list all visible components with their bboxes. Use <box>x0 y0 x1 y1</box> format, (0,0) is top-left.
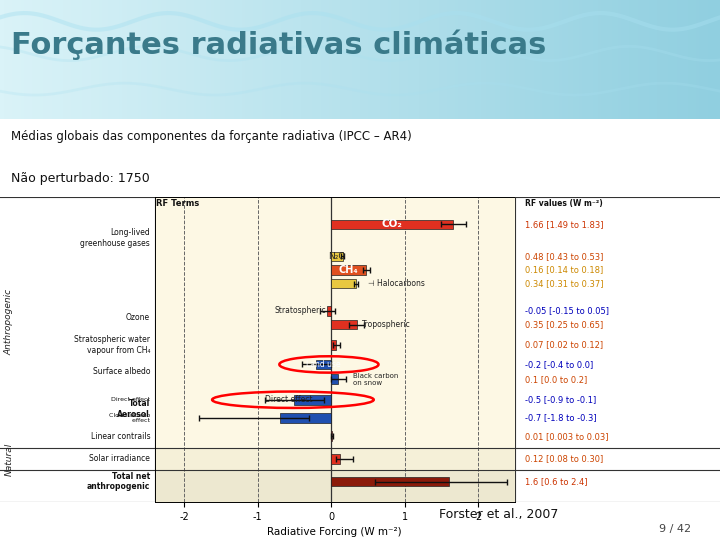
Bar <box>331 252 343 261</box>
Text: 0.1 [0.0 to 0.2]: 0.1 [0.0 to 0.2] <box>525 375 588 384</box>
Text: Total
Aerosol: Total Aerosol <box>117 399 150 418</box>
Text: Forçantes radiativas climáticas: Forçantes radiativas climáticas <box>11 30 546 60</box>
Text: Black carbon
on snow: Black carbon on snow <box>354 373 399 386</box>
Text: N₂O: N₂O <box>328 252 346 261</box>
Text: 0.07 [0.02 to 0.12]: 0.07 [0.02 to 0.12] <box>525 341 603 349</box>
Text: ⊣ Halocarbons: ⊣ Halocarbons <box>368 279 425 288</box>
Text: Stratospheric: Stratospheric <box>274 306 326 315</box>
Bar <box>331 320 357 329</box>
Text: 0.12 [0.08 to 0.30]: 0.12 [0.08 to 0.30] <box>525 455 603 463</box>
Text: 0.35 [0.25 to 0.65]: 0.35 [0.25 to 0.65] <box>525 320 603 329</box>
Text: Surface albedo: Surface albedo <box>93 367 150 376</box>
Text: 0.16 [0.14 to 0.18]: 0.16 [0.14 to 0.18] <box>525 266 603 274</box>
Text: Tropospheric: Tropospheric <box>362 320 410 329</box>
Text: Ozone: Ozone <box>126 313 150 322</box>
Text: RF Terms: RF Terms <box>156 199 199 208</box>
Text: Linear contrails: Linear contrails <box>91 431 150 441</box>
Bar <box>331 279 356 288</box>
Text: Land use: Land use <box>307 360 341 369</box>
Bar <box>279 413 331 423</box>
Text: 1.66 [1.49 to 1.83]: 1.66 [1.49 to 1.83] <box>525 220 603 229</box>
Text: 0.48 [0.43 to 0.53]: 0.48 [0.43 to 0.53] <box>525 252 603 261</box>
Bar <box>155 197 515 448</box>
Text: RF values (W m⁻²): RF values (W m⁻²) <box>525 199 603 208</box>
Text: Long-lived
greenhouse gases: Long-lived greenhouse gases <box>81 228 150 248</box>
X-axis label: Radiative Forcing (W m⁻²): Radiative Forcing (W m⁻²) <box>268 528 402 537</box>
Text: Anthropogenic: Anthropogenic <box>5 289 14 355</box>
Bar <box>331 340 336 350</box>
Bar <box>331 454 340 464</box>
Bar <box>294 395 331 404</box>
Text: Natural: Natural <box>5 442 14 476</box>
Text: Total net
anthropogenic: Total net anthropogenic <box>87 472 150 491</box>
Bar <box>331 431 332 441</box>
Text: -0.2 [-0.4 to 0.0]: -0.2 [-0.4 to 0.0] <box>525 360 593 369</box>
Bar <box>331 220 453 229</box>
Text: 0.01 [0.003 to 0.03]: 0.01 [0.003 to 0.03] <box>525 431 608 441</box>
Text: -0.7 [-1.8 to -0.3]: -0.7 [-1.8 to -0.3] <box>525 414 597 422</box>
Bar <box>331 374 338 384</box>
Text: 1.6 [0.6 to 2.4]: 1.6 [0.6 to 2.4] <box>525 477 588 486</box>
Text: Forster et al., 2007: Forster et al., 2007 <box>439 508 559 521</box>
Bar <box>328 306 331 316</box>
Bar <box>331 265 366 275</box>
Text: Cloud albedo
  effect: Cloud albedo effect <box>105 413 150 423</box>
Text: Direct effect: Direct effect <box>107 397 150 402</box>
Bar <box>316 360 331 369</box>
Text: -0.05 [-0.15 to 0.05]: -0.05 [-0.15 to 0.05] <box>525 306 609 315</box>
Text: CO₂: CO₂ <box>382 219 402 230</box>
Text: Stratospheric water
vapour from CH₄: Stratospheric water vapour from CH₄ <box>74 335 150 355</box>
Bar <box>155 470 515 502</box>
Text: Solar irradiance: Solar irradiance <box>89 455 150 463</box>
Text: -0.5 [-0.9 to -0.1]: -0.5 [-0.9 to -0.1] <box>525 395 596 404</box>
Text: CH₄: CH₄ <box>339 265 359 275</box>
Text: 9 / 42: 9 / 42 <box>659 523 691 534</box>
Text: Médias globais das componentes da forçante radiativa (IPCC – AR4): Médias globais das componentes da forçan… <box>11 130 412 143</box>
Text: Direct effect: Direct effect <box>265 395 312 404</box>
Text: Não perturbado: 1750: Não perturbado: 1750 <box>11 172 150 185</box>
Bar <box>331 477 449 487</box>
Text: 0.34 [0.31 to 0.37]: 0.34 [0.31 to 0.37] <box>525 279 603 288</box>
Bar <box>155 448 515 470</box>
